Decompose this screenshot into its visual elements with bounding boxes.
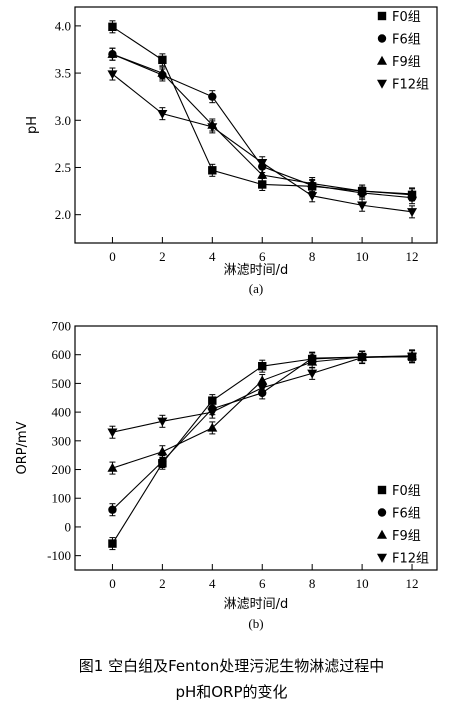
y-tick-label-0-0: 2.0 (55, 207, 71, 222)
data-point-0-3-1 (157, 109, 168, 119)
data-point-0-3-3 (257, 159, 268, 168)
y-tick-label-1-0: -100 (47, 548, 71, 563)
legend-marker-1-0 (377, 485, 387, 495)
data-point-1-2-0 (107, 462, 118, 472)
y-tick-label-0-3: 3.5 (55, 66, 71, 81)
data-point-1-3-2 (207, 408, 218, 418)
data-point-1-3-4 (307, 369, 318, 379)
legend-marker-1-1 (377, 508, 387, 517)
legend-label-0-0: F0组 (392, 10, 421, 25)
y-tick-label-0-1: 2.5 (55, 160, 71, 175)
legend-label-1-2: F9组 (392, 529, 421, 544)
legend-label-0-2: F9组 (392, 55, 421, 70)
y-tick-label-0-2: 3.0 (55, 113, 71, 128)
data-point-0-0-0 (108, 22, 117, 32)
data-point-0-2-3 (257, 169, 268, 179)
y-tick-label-1-5: 400 (52, 405, 72, 420)
data-point-1-3-0 (107, 428, 118, 438)
legend-marker-0-0 (377, 11, 387, 21)
data-point-1-0-3 (258, 361, 267, 371)
data-point-0-2-4 (307, 178, 318, 188)
y-tick-label-1-8: 700 (52, 319, 72, 334)
data-point-1-3-1 (157, 417, 168, 427)
y-tick-label-0-4: 4.0 (55, 18, 71, 33)
data-point-1-3-6 (407, 352, 418, 362)
data-point-1-2-1 (157, 446, 168, 456)
x-tick-label-1-0: 0 (109, 576, 116, 591)
y-tick-label-1-1: 0 (65, 519, 72, 534)
data-point-0-3-0 (107, 70, 118, 80)
x-tick-label-0-6: 12 (406, 249, 419, 264)
figure-caption-line1: 图1 空白组及Fenton处理污泥生物淋滤过程中 (78, 657, 385, 675)
legend-label-1-1: F6组 (392, 507, 421, 522)
data-point-0-0-1 (158, 55, 167, 65)
legend-label-0-1: F6组 (392, 33, 421, 48)
data-point-1-0-0 (108, 539, 117, 548)
x-tick-label-1-1: 2 (159, 576, 166, 591)
x-tick-label-0-2: 4 (209, 249, 216, 264)
x-tick-label-0-3: 6 (259, 249, 266, 264)
panel-label-1: (b) (248, 616, 263, 631)
data-point-0-2-0 (107, 49, 118, 58)
data-point-1-2-2 (207, 422, 218, 432)
legend-marker-1-3 (377, 553, 387, 563)
data-point-0-2-5 (357, 185, 368, 195)
data-point-1-0-2 (208, 396, 217, 405)
x-tick-label-0-5: 10 (356, 249, 369, 264)
x-axis-label-0: 淋滤时间/d (224, 263, 289, 278)
legend-label-0-3: F12组 (392, 78, 429, 93)
legend-marker-1-2 (377, 529, 387, 539)
x-axis-label-1: 淋滤时间/d (224, 597, 289, 612)
x-tick-label-1-3: 6 (259, 576, 266, 591)
panel-label-0: (a) (249, 281, 263, 296)
data-point-1-2-4 (307, 356, 318, 366)
data-point-1-3-5 (357, 353, 368, 363)
data-point-0-1-2 (208, 92, 217, 101)
data-point-0-3-4 (307, 192, 318, 201)
x-tick-label-0-1: 2 (159, 249, 166, 264)
figure-caption-line2: pH和ORP的变化 (175, 683, 288, 701)
y-axis-label-0: pH (25, 116, 40, 134)
data-point-0-3-2 (207, 123, 218, 133)
y-axis-label-1: ORP/mV (15, 421, 30, 474)
data-point-0-2-1 (157, 67, 168, 77)
legend-label-1-3: F12组 (392, 552, 429, 567)
x-tick-label-0-0: 0 (109, 249, 116, 264)
x-tick-label-1-5: 10 (356, 576, 369, 591)
x-tick-label-1-6: 12 (406, 576, 419, 591)
x-tick-label-0-4: 8 (309, 249, 316, 264)
y-tick-label-1-2: 100 (52, 491, 72, 506)
y-tick-label-1-4: 300 (52, 433, 72, 448)
plot-frame-0 (74, 6, 438, 244)
series-line-1-2 (112, 355, 413, 469)
data-point-1-1-1 (158, 457, 167, 466)
legend-marker-0-2 (377, 55, 387, 65)
plot-frame-1 (74, 325, 438, 571)
data-point-0-3-5 (357, 201, 368, 211)
x-tick-label-1-4: 8 (309, 576, 316, 591)
legend-marker-0-1 (377, 34, 387, 43)
data-point-0-3-6 (407, 208, 418, 218)
y-tick-label-1-6: 500 (52, 376, 72, 391)
y-tick-label-1-3: 200 (52, 462, 72, 477)
data-point-0-0-3 (258, 180, 267, 189)
data-point-0-0-2 (208, 166, 217, 175)
data-point-0-2-6 (407, 188, 418, 198)
y-tick-label-1-7: 600 (52, 347, 72, 362)
data-point-1-3-3 (257, 384, 268, 393)
data-point-1-1-0 (108, 505, 117, 514)
legend-label-1-0: F0组 (392, 484, 421, 499)
x-tick-label-1-2: 4 (209, 576, 216, 591)
legend-marker-0-3 (377, 79, 387, 89)
